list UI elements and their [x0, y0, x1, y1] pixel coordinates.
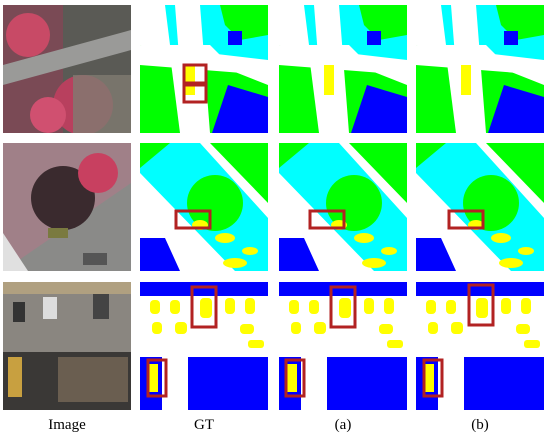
column-label: Image — [48, 417, 86, 433]
column-label: (b) — [471, 417, 489, 433]
a-column — [279, 5, 407, 410]
b-column — [416, 5, 544, 410]
image-column — [3, 5, 131, 410]
highlight-boxes — [146, 63, 495, 398]
column-label: GT — [194, 417, 214, 433]
column-label: (a) — [335, 417, 352, 433]
